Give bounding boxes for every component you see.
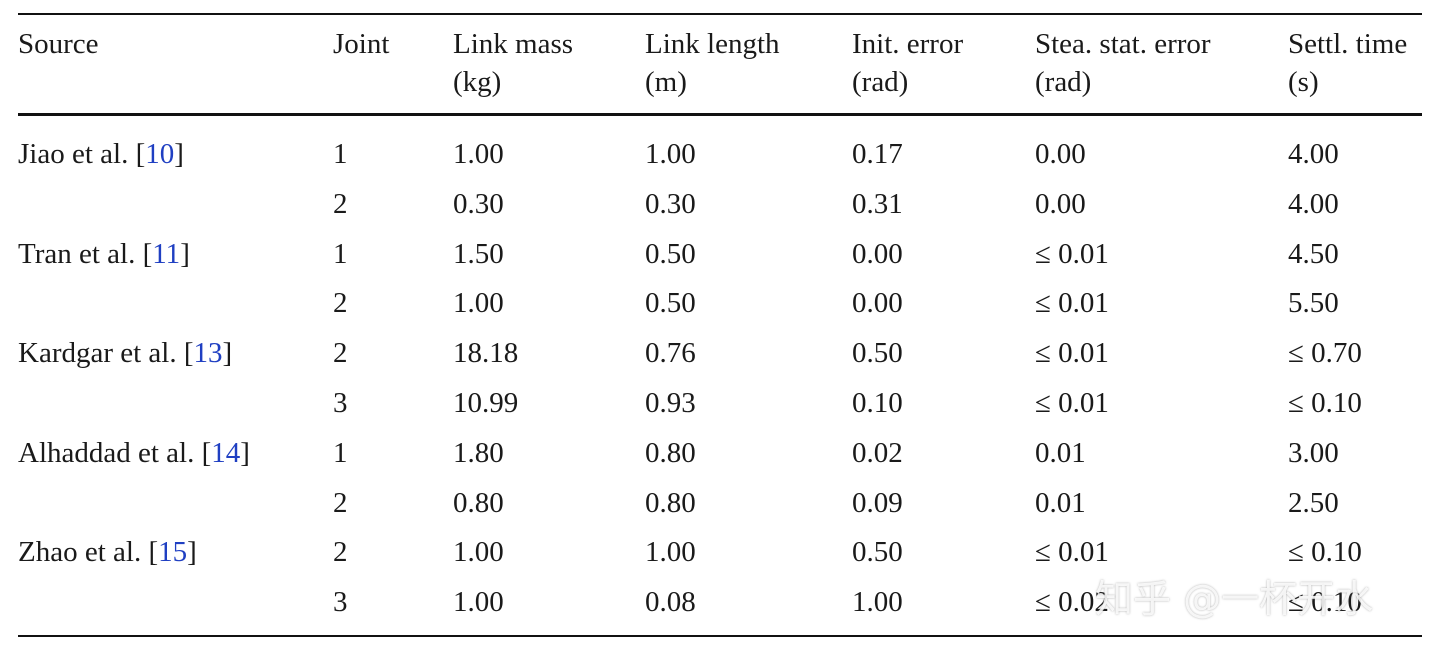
table-cell: 2 xyxy=(333,287,348,320)
table-cell: 10.99 xyxy=(453,387,519,419)
table-cell: 0.50 xyxy=(645,237,696,270)
table-cell: 0.31 xyxy=(852,187,903,220)
source-text: Kardgar et al. [ xyxy=(18,337,194,370)
table-cell: 0.80 xyxy=(645,486,696,519)
header-cell: Source xyxy=(18,28,99,60)
source-cell: Kardgar et al. [13] xyxy=(18,339,232,368)
table-cell: 4.00 xyxy=(1288,138,1339,170)
header-cell: Joint xyxy=(333,28,390,60)
source-cell: Alhaddad et al. [14] xyxy=(18,436,250,469)
reference-link: 13 xyxy=(193,337,223,370)
source-cell: Jiao et al. [10] xyxy=(18,140,184,169)
table-cell: 0.80 xyxy=(453,486,504,519)
table-cell: 1.00 xyxy=(453,287,504,320)
table-cell: 1.00 xyxy=(852,586,903,619)
table-cell: 4.00 xyxy=(1288,187,1339,220)
table-cell: ≤ 0.02 xyxy=(1035,586,1109,619)
table-cell: 0.02 xyxy=(852,436,903,469)
source-text: ] xyxy=(222,337,233,370)
header-cell: Link length xyxy=(645,28,780,60)
table-cell: 1.00 xyxy=(453,138,504,170)
table-cell: 3 xyxy=(333,586,348,619)
table-cell: 0.50 xyxy=(852,337,903,370)
table-cell: 2 xyxy=(333,187,348,220)
source-text: Jiao et al. [ xyxy=(18,138,146,170)
table-cell: ≤ 0.10 xyxy=(1288,586,1362,619)
table-cell: 0.08 xyxy=(645,586,696,619)
header-cell: Init. error xyxy=(852,28,964,60)
source-cell: Zhao et al. [15] xyxy=(18,538,197,567)
table-cell: 0.50 xyxy=(852,536,903,569)
table-cell: 0.17 xyxy=(852,138,903,170)
source-text: ] xyxy=(180,237,190,270)
top-rule xyxy=(18,13,1422,15)
table-cell: 2.50 xyxy=(1288,486,1339,519)
header-cell: (rad) xyxy=(1035,66,1092,98)
watermark: 知乎 @一杯开水 xyxy=(1095,577,1374,621)
table-cell: 3 xyxy=(333,387,348,419)
header-rule xyxy=(18,113,1422,116)
table-cell: 0.76 xyxy=(645,337,696,370)
table-cell: 1.00 xyxy=(453,536,504,569)
table-cell: 0.00 xyxy=(1035,138,1086,170)
table-cell: ≤ 0.01 xyxy=(1035,536,1109,569)
header-cell: Stea. stat. error xyxy=(1035,28,1211,60)
table-cell: 0.30 xyxy=(453,187,504,220)
header-cell: Link mass xyxy=(453,28,574,60)
reference-link: 14 xyxy=(211,436,241,469)
table-cell: 3.00 xyxy=(1288,436,1339,469)
header-cell: (s) xyxy=(1288,66,1319,98)
table-cell: 1.00 xyxy=(645,536,696,569)
table-cell: 1.80 xyxy=(453,436,504,469)
reference-link: 15 xyxy=(158,536,188,569)
table-cell: 2 xyxy=(333,536,348,569)
table-cell: 0.09 xyxy=(852,486,903,519)
table-cell: 0.30 xyxy=(645,187,696,220)
table-cell: 2 xyxy=(333,486,348,519)
table-cell: ≤ 0.01 xyxy=(1035,387,1109,419)
source-text: ] xyxy=(187,536,197,569)
header-cell: (kg) xyxy=(453,66,502,98)
header-cell: (m) xyxy=(645,66,687,98)
table-cell: ≤ 0.70 xyxy=(1288,337,1362,370)
source-text: ] xyxy=(174,138,184,170)
source-text: Alhaddad et al. [ xyxy=(18,436,212,469)
table-cell: 2 xyxy=(333,337,348,370)
table-cell: 1.00 xyxy=(453,586,504,619)
table-cell: 4.50 xyxy=(1288,237,1339,270)
table-cell: 0.93 xyxy=(645,387,696,419)
table-cell: 0.00 xyxy=(852,287,903,320)
table-cell: 0.10 xyxy=(852,387,903,419)
table-cell: ≤ 0.10 xyxy=(1288,387,1362,419)
reference-link: 11 xyxy=(152,237,181,270)
table-cell: 0.01 xyxy=(1035,486,1086,519)
table-cell: 0.00 xyxy=(1035,187,1086,220)
table-cell: ≤ 0.10 xyxy=(1288,536,1362,569)
table-cell: 1 xyxy=(333,436,348,469)
source-text: Zhao et al. [ xyxy=(18,536,159,569)
table-cell: 5.50 xyxy=(1288,287,1339,320)
header-cell: (rad) xyxy=(852,66,909,98)
table-cell: 1 xyxy=(333,237,348,270)
table-cell: ≤ 0.01 xyxy=(1035,287,1109,320)
source-text: Tran et al. [ xyxy=(18,237,153,270)
source-cell: Tran et al. [11] xyxy=(18,237,190,270)
table-cell: ≤ 0.01 xyxy=(1035,237,1109,270)
table-cell: 1 xyxy=(333,138,348,170)
reference-link: 10 xyxy=(145,138,175,170)
table-cell: 0.50 xyxy=(645,287,696,320)
table-cell: 18.18 xyxy=(453,337,519,370)
table-cell: 0.00 xyxy=(852,237,903,270)
table-cell: 0.80 xyxy=(645,436,696,469)
table-cell: ≤ 0.01 xyxy=(1035,337,1109,370)
bottom-rule xyxy=(18,635,1422,637)
source-text: ] xyxy=(240,436,250,469)
table-cell: 1.50 xyxy=(453,237,504,270)
table-cell: 1.00 xyxy=(645,138,696,170)
table-cell: 0.01 xyxy=(1035,436,1086,469)
header-cell: Settl. time xyxy=(1288,28,1408,60)
